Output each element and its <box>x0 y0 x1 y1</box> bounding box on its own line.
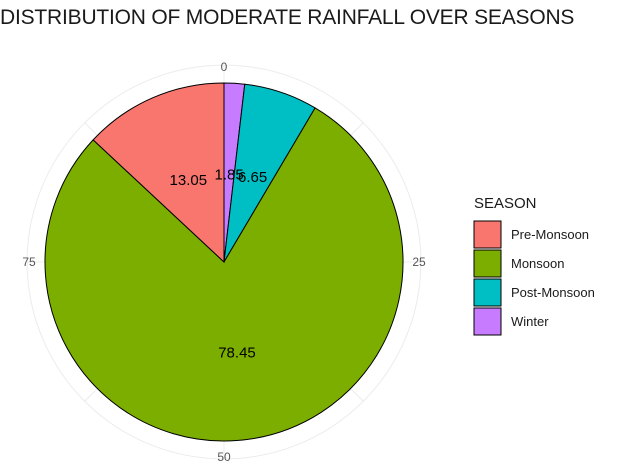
angular-tick-label: 75 <box>22 255 36 269</box>
slice-value-label: 13.05 <box>170 172 208 189</box>
slice-value-label: 78.45 <box>218 344 256 361</box>
legend-label: Winter <box>511 314 549 329</box>
slice-labels: 1.856.65 78.45 13.05 <box>170 166 268 361</box>
slice-value-label: 1.85 <box>214 166 243 183</box>
legend-label: Pre-Monsoon <box>511 227 589 242</box>
legend-label: Post-Monsoon <box>511 285 595 300</box>
legend: SEASON Pre-Monsoon Monsoon Post-Monsoon Wint… <box>473 195 595 336</box>
angular-tick-label: 25 <box>412 255 426 269</box>
chart-title: DISTRIBUTION OF MODERATE RAINFALL OVER S… <box>0 6 575 29</box>
angular-tick-label: 0 <box>221 60 228 74</box>
legend-title: SEASON <box>474 195 537 212</box>
pie-slices <box>44 82 404 442</box>
slice-value-label: 6.65 <box>238 169 267 186</box>
angular-tick-label: 50 <box>217 450 231 464</box>
legend-swatch <box>473 220 502 249</box>
pie-slice-pre-monsoon <box>92 82 225 264</box>
angular-ticks: 0 25 50 75 <box>22 60 426 464</box>
legend-swatch <box>473 249 502 278</box>
pie-slice-monsoon <box>44 107 404 442</box>
legend-swatch <box>473 278 502 307</box>
legend-swatch <box>473 307 502 336</box>
legend-label: Monsoon <box>511 256 564 271</box>
